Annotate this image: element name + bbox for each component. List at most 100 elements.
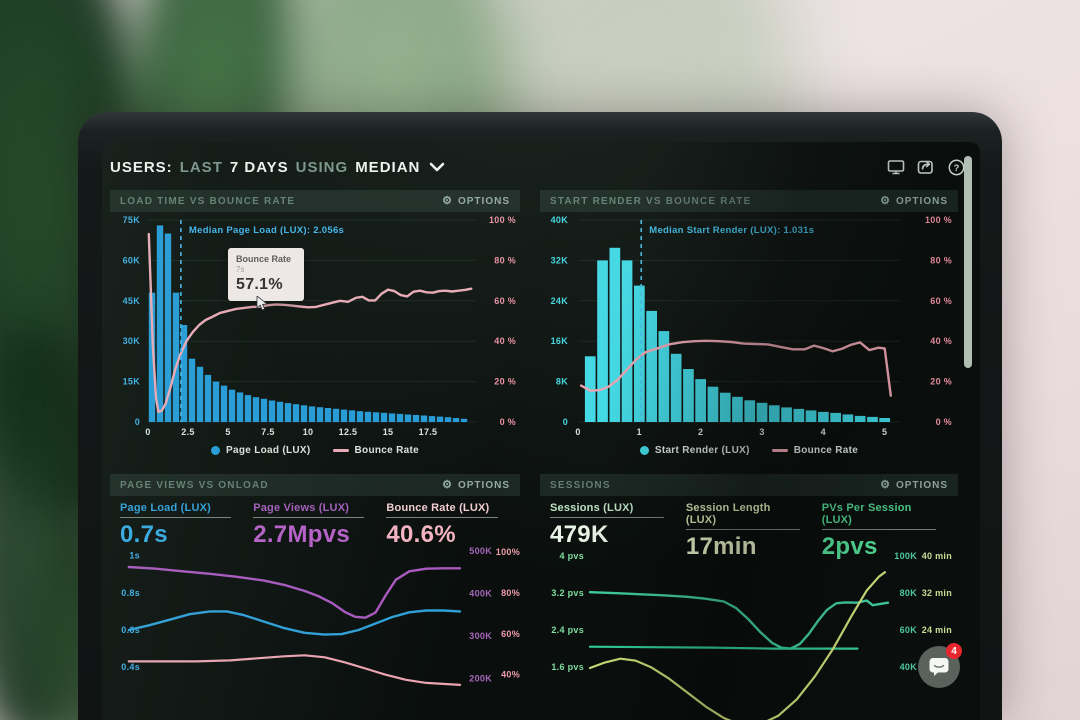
svg-text:300K: 300K <box>469 631 492 641</box>
chart-legend: Start Render (LUX) Bounce Rate <box>540 441 958 459</box>
svg-text:60K: 60K <box>123 255 141 265</box>
gear-icon: ⚙ <box>442 478 453 491</box>
panel-header: SESSIONS ⚙ OPTIONS <box>540 474 958 496</box>
dashboard-title-dropdown[interactable]: USERS: LAST 7 DAYS USING MEDIAN <box>110 159 445 176</box>
panel-title: LOAD TIME VS BOUNCE RATE <box>120 195 296 207</box>
tooltip-value: 57.1% <box>236 276 283 293</box>
svg-text:24K: 24K <box>551 296 569 306</box>
svg-text:45K: 45K <box>123 296 141 306</box>
legend-line-swatch <box>771 448 788 452</box>
chart-legend: Page Load (LUX) Bounce Rate <box>110 441 520 459</box>
svg-text:60%: 60% <box>501 629 520 639</box>
svg-text:5: 5 <box>225 427 230 437</box>
legend-item-start-render[interactable]: Start Render (LUX) <box>639 445 750 456</box>
sessions-chart[interactable]: 4 pvs 3.2 pvs 2.4 pvs 1.6 pvs 100K 80K 60K 40K 4… <box>540 546 958 720</box>
svg-text:40 min: 40 min <box>922 551 952 561</box>
svg-text:40 %: 40 % <box>930 336 952 346</box>
svg-text:75K: 75K <box>123 215 141 225</box>
options-button[interactable]: ⚙ OPTIONS <box>442 194 510 207</box>
options-button[interactable]: ⚙ OPTIONS <box>880 478 948 491</box>
svg-text:200K: 200K <box>469 674 492 684</box>
svg-text:4: 4 <box>821 427 826 437</box>
svg-text:80%: 80% <box>501 588 520 598</box>
panel-title: PAGE VIEWS VS ONLOAD <box>120 479 269 491</box>
svg-text:?: ? <box>953 163 959 174</box>
start-render-vs-bounce-rate-chart[interactable]: 40K 32K 24K 16K 8K 0 100 % 80 % 60 % 40 % 20 % 0 % 0… <box>540 212 958 440</box>
options-button[interactable]: ⚙ OPTIONS <box>442 478 510 491</box>
display-icon[interactable] <box>886 157 906 177</box>
legend-dot-swatch <box>211 445 221 455</box>
legend-item-bounce-rate[interactable]: Bounce Rate <box>771 445 858 456</box>
panel-header: PAGE VIEWS VS ONLOAD ⚙ OPTIONS <box>110 474 520 496</box>
svg-text:3.2 pvs: 3.2 pvs <box>551 588 584 598</box>
chat-button[interactable]: 4 <box>918 643 962 688</box>
svg-text:4 pvs: 4 pvs <box>559 551 584 561</box>
title-users: USERS: <box>110 158 173 176</box>
chat-bubble-icon <box>929 658 949 676</box>
legend-item-bounce-rate[interactable]: Bounce Rate <box>332 445 419 456</box>
svg-text:24 min: 24 min <box>922 625 952 635</box>
svg-text:1: 1 <box>637 427 642 437</box>
svg-text:100K: 100K <box>894 551 917 561</box>
metrics-row: Sessions (LUX) 479K Session Length (LUX)… <box>540 496 958 560</box>
page-views-vs-onload-chart[interactable]: 1s0.8s0.6s0.4s500K400K300K200K100%80%60%… <box>110 546 520 720</box>
svg-text:80K: 80K <box>900 588 918 598</box>
gear-icon: ⚙ <box>880 194 891 207</box>
svg-text:0: 0 <box>575 427 580 437</box>
svg-text:3: 3 <box>759 427 764 437</box>
legend-line-swatch <box>332 448 349 452</box>
svg-text:100 %: 100 % <box>489 215 516 225</box>
share-icon[interactable] <box>916 157 936 177</box>
gear-icon: ⚙ <box>442 194 453 207</box>
svg-text:5: 5 <box>882 427 887 437</box>
legend-item-page-load[interactable]: Page Load (LUX) <box>211 445 311 456</box>
panel-title: START RENDER VS BOUNCE RATE <box>550 195 752 207</box>
panel-load-time-vs-bounce-rate: LOAD TIME VS BOUNCE RATE ⚙ OPTIONS 75K 60… <box>110 190 520 462</box>
svg-text:60 %: 60 % <box>930 296 952 306</box>
svg-text:100%: 100% <box>496 547 520 557</box>
svg-text:32 min: 32 min <box>922 588 952 598</box>
dashboard-grid: LOAD TIME VS BOUNCE RATE ⚙ OPTIONS 75K 60… <box>110 190 958 720</box>
svg-text:17.5: 17.5 <box>419 427 438 437</box>
metric-sessions: Sessions (LUX) 479K <box>550 502 686 548</box>
mouse-cursor-icon <box>256 296 269 311</box>
gear-icon: ⚙ <box>880 478 891 491</box>
tooltip-subtitle: 7s <box>236 265 245 274</box>
panel-page-views-vs-onload: PAGE VIEWS VS ONLOAD ⚙ OPTIONS Page Load… <box>110 474 520 720</box>
svg-text:1s: 1s <box>129 551 140 561</box>
svg-text:0: 0 <box>135 417 140 427</box>
svg-text:2: 2 <box>698 427 703 437</box>
options-label: OPTIONS <box>895 195 948 207</box>
metric-page-views: Page Views (LUX) 2.7Mpvs <box>253 502 386 548</box>
svg-text:2.5: 2.5 <box>181 427 194 437</box>
panel-start-render-vs-bounce-rate: START RENDER VS BOUNCE RATE ⚙ OPTIONS 40… <box>540 190 958 462</box>
scrollbar-thumb[interactable] <box>964 156 972 368</box>
metric-bounce-rate: Bounce Rate (LUX) 40.6% <box>386 502 519 548</box>
options-button[interactable]: ⚙ OPTIONS <box>880 194 948 207</box>
metrics-row: Page Load (LUX) 0.7s Page Views (LUX) 2.… <box>110 496 520 548</box>
options-label: OPTIONS <box>457 479 510 491</box>
svg-text:30K: 30K <box>123 336 141 346</box>
options-label: OPTIONS <box>895 479 948 491</box>
svg-text:20 %: 20 % <box>494 377 516 387</box>
svg-text:2.4 pvs: 2.4 pvs <box>551 625 584 635</box>
svg-text:7.5: 7.5 <box>261 427 274 437</box>
title-using: USING <box>295 158 349 176</box>
panel-title: SESSIONS <box>550 479 611 491</box>
svg-text:15K: 15K <box>123 377 141 387</box>
svg-text:100 %: 100 % <box>925 215 952 225</box>
help-icon[interactable]: ? <box>946 157 966 177</box>
dashboard-screen: USERS: LAST 7 DAYS USING MEDIAN <box>102 142 980 720</box>
svg-text:32K: 32K <box>551 255 569 265</box>
svg-text:0: 0 <box>563 417 568 427</box>
svg-text:40%: 40% <box>501 670 520 680</box>
chevron-down-icon <box>430 162 445 172</box>
svg-text:16K: 16K <box>551 336 569 346</box>
svg-text:60K: 60K <box>900 625 918 635</box>
title-median: MEDIAN <box>355 158 421 176</box>
chart-tooltip: Bounce Rate 7s 57.1% <box>228 248 304 301</box>
svg-text:Median Start Render (LUX): 1.0: Median Start Render (LUX): 1.031s <box>649 225 814 236</box>
load-time-vs-bounce-rate-chart[interactable]: 75K 60K 45K 30K 15K 0 100 % 80 % 60 % 40 % 20 % 0 %… <box>110 212 520 440</box>
svg-text:60 %: 60 % <box>494 296 516 306</box>
